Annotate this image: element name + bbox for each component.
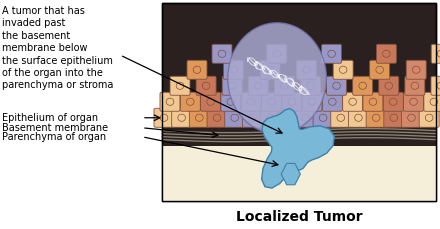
FancyBboxPatch shape bbox=[207, 108, 227, 127]
FancyBboxPatch shape bbox=[405, 76, 425, 95]
Bar bbox=[162, 146, 436, 201]
FancyBboxPatch shape bbox=[189, 108, 209, 127]
FancyBboxPatch shape bbox=[225, 108, 245, 127]
FancyBboxPatch shape bbox=[370, 60, 390, 79]
Text: A tumor that has
invaded past
the basement
membrane below
the surface epithelium: A tumor that has invaded past the baseme… bbox=[2, 6, 114, 90]
FancyBboxPatch shape bbox=[326, 76, 347, 95]
FancyBboxPatch shape bbox=[424, 92, 440, 111]
Bar bbox=[162, 3, 436, 201]
FancyBboxPatch shape bbox=[331, 108, 351, 127]
FancyBboxPatch shape bbox=[323, 92, 342, 111]
FancyBboxPatch shape bbox=[363, 92, 383, 111]
FancyBboxPatch shape bbox=[301, 76, 320, 95]
FancyBboxPatch shape bbox=[187, 60, 207, 79]
FancyBboxPatch shape bbox=[297, 60, 317, 79]
FancyBboxPatch shape bbox=[313, 108, 333, 127]
FancyBboxPatch shape bbox=[295, 108, 315, 127]
FancyBboxPatch shape bbox=[160, 92, 180, 111]
FancyBboxPatch shape bbox=[322, 44, 341, 63]
FancyBboxPatch shape bbox=[302, 92, 322, 111]
FancyBboxPatch shape bbox=[431, 76, 440, 95]
FancyBboxPatch shape bbox=[383, 92, 403, 111]
FancyBboxPatch shape bbox=[170, 76, 190, 95]
Text: Parenchyma of organ: Parenchyma of organ bbox=[2, 132, 106, 142]
FancyBboxPatch shape bbox=[212, 44, 232, 63]
Text: Epithelium of organ: Epithelium of organ bbox=[2, 113, 98, 123]
FancyBboxPatch shape bbox=[241, 92, 261, 111]
FancyBboxPatch shape bbox=[242, 108, 262, 127]
FancyBboxPatch shape bbox=[353, 76, 373, 95]
FancyBboxPatch shape bbox=[180, 92, 200, 111]
FancyBboxPatch shape bbox=[376, 44, 396, 63]
Polygon shape bbox=[262, 109, 334, 188]
FancyBboxPatch shape bbox=[343, 92, 363, 111]
FancyBboxPatch shape bbox=[154, 108, 174, 127]
FancyBboxPatch shape bbox=[406, 60, 426, 79]
FancyBboxPatch shape bbox=[282, 92, 302, 111]
FancyBboxPatch shape bbox=[419, 108, 439, 127]
FancyBboxPatch shape bbox=[384, 108, 404, 127]
FancyBboxPatch shape bbox=[401, 108, 422, 127]
Text: Localized Tumor: Localized Tumor bbox=[236, 210, 362, 224]
Ellipse shape bbox=[228, 23, 326, 134]
FancyBboxPatch shape bbox=[431, 44, 440, 63]
FancyBboxPatch shape bbox=[366, 108, 386, 127]
FancyBboxPatch shape bbox=[333, 60, 353, 79]
FancyBboxPatch shape bbox=[260, 60, 280, 79]
Text: Basement membrane: Basement membrane bbox=[2, 123, 108, 133]
FancyBboxPatch shape bbox=[222, 76, 242, 95]
FancyBboxPatch shape bbox=[260, 108, 280, 127]
FancyBboxPatch shape bbox=[196, 76, 216, 95]
FancyBboxPatch shape bbox=[379, 76, 399, 95]
FancyBboxPatch shape bbox=[278, 108, 298, 127]
FancyBboxPatch shape bbox=[348, 108, 368, 127]
FancyBboxPatch shape bbox=[224, 60, 243, 79]
FancyBboxPatch shape bbox=[201, 92, 220, 111]
Bar bbox=[162, 3, 436, 201]
FancyBboxPatch shape bbox=[403, 92, 424, 111]
FancyBboxPatch shape bbox=[172, 108, 192, 127]
FancyBboxPatch shape bbox=[275, 76, 294, 95]
FancyBboxPatch shape bbox=[267, 44, 287, 63]
Polygon shape bbox=[281, 163, 301, 185]
FancyBboxPatch shape bbox=[261, 92, 282, 111]
FancyBboxPatch shape bbox=[221, 92, 241, 111]
FancyBboxPatch shape bbox=[248, 76, 268, 95]
